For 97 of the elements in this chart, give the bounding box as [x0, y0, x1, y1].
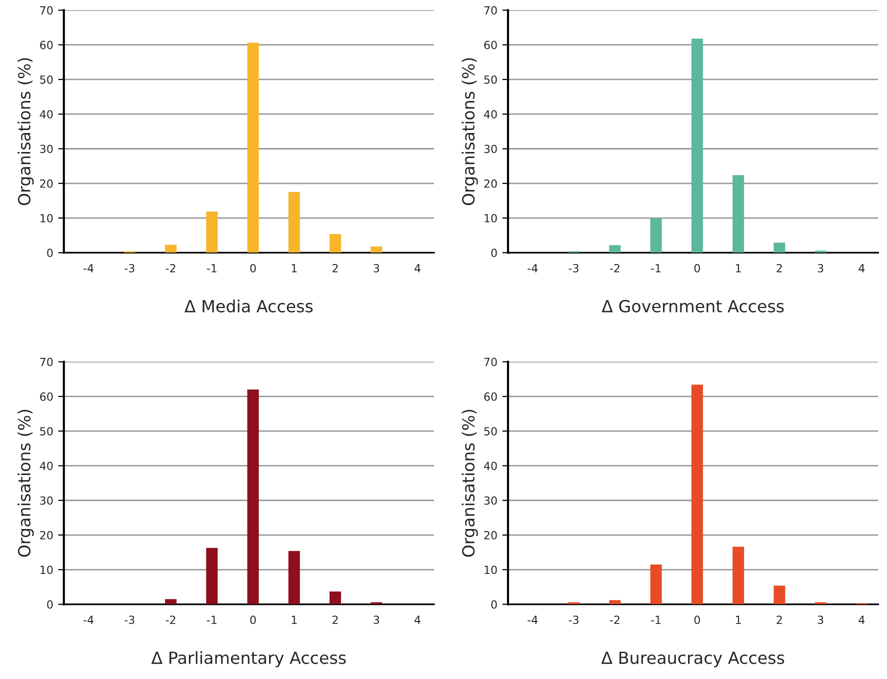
y-tick-label: 0 [491, 600, 497, 609]
y-tick-label: 10 [484, 214, 497, 222]
y-tick-label: 70 [484, 6, 497, 15]
x-tick-label: 3 [818, 264, 824, 272]
bar [609, 600, 621, 604]
y-tick-label: 60 [484, 392, 497, 401]
x-tick-label: 2 [332, 616, 338, 624]
y-tick-label: 40 [484, 462, 497, 470]
bar [650, 218, 662, 253]
x-tick-label: 0 [694, 616, 700, 624]
x-tick-label: 0 [250, 264, 256, 272]
bar [288, 192, 300, 253]
y-tick-label: 20 [484, 531, 497, 540]
y-tick-label: 10 [40, 566, 53, 574]
x-tick-label: 1 [736, 616, 741, 624]
x-axis-title: Δ Media Access [184, 300, 313, 312]
x-tick-label: -2 [166, 616, 176, 624]
y-axis-title: Organisations (%) [18, 410, 34, 557]
x-tick-label: 4 [414, 616, 420, 624]
bar [165, 599, 177, 604]
x-tick-label: -4 [84, 264, 94, 272]
x-tick-label: -3 [124, 616, 134, 624]
y-axis-title: Organisations (%) [462, 58, 478, 206]
y-tick-label: 60 [484, 40, 497, 50]
y-tick-label: 10 [40, 214, 53, 222]
x-tick-label: 3 [374, 264, 380, 272]
y-tick-label: 30 [484, 144, 497, 154]
x-tick-label: -3 [124, 264, 134, 272]
x-axis-title: Δ Bureaucracy Access [601, 652, 784, 668]
x-tick-label: -3 [568, 616, 578, 624]
x-tick-label: 3 [374, 616, 380, 624]
bar [650, 564, 662, 604]
y-tick-label: 0 [491, 248, 497, 258]
x-tick-label: -3 [568, 264, 578, 272]
bar [330, 591, 342, 604]
bar [774, 586, 786, 604]
x-tick-label: -2 [166, 264, 176, 272]
bar [732, 175, 744, 253]
y-tick-label: 20 [40, 531, 53, 540]
x-tick-label: -1 [651, 616, 661, 624]
bar [247, 390, 259, 604]
x-tick-label: -2 [610, 264, 620, 272]
x-tick-label: 4 [858, 264, 865, 272]
y-tick-label: 20 [40, 179, 53, 188]
x-tick-label: -1 [206, 264, 216, 272]
x-tick-label: 1 [292, 616, 297, 624]
bar [609, 245, 621, 253]
y-tick-label: 50 [40, 75, 53, 84]
bar [732, 546, 744, 604]
x-tick-label: -4 [528, 616, 538, 624]
y-tick-label: 0 [47, 248, 53, 258]
x-tick-label: 2 [776, 264, 782, 272]
x-tick-label: -1 [206, 616, 216, 624]
y-tick-label: 30 [484, 496, 497, 505]
bar [206, 548, 218, 604]
bar [691, 38, 703, 253]
y-tick-label: 60 [40, 392, 53, 401]
y-tick-label: 40 [40, 462, 53, 470]
bar [247, 42, 259, 253]
y-axis-title: Organisations (%) [18, 58, 34, 206]
y-tick-label: 50 [484, 75, 497, 84]
x-tick-label: 1 [292, 264, 297, 272]
y-tick-label: 40 [40, 110, 53, 118]
bar [288, 550, 300, 604]
x-tick-label: 4 [414, 264, 420, 272]
y-tick-label: 70 [40, 358, 53, 366]
y-axis-title: Organisations (%) [462, 410, 478, 557]
bar [370, 246, 382, 253]
y-tick-label: 50 [40, 427, 53, 436]
y-tick-label: 10 [484, 566, 497, 574]
x-tick-label: 0 [694, 264, 700, 272]
bar [774, 242, 786, 253]
y-tick-label: 50 [484, 427, 497, 436]
x-tick-label: 0 [250, 616, 256, 624]
bar [691, 384, 703, 604]
bar [330, 234, 342, 253]
x-tick-label: 3 [818, 616, 824, 624]
x-tick-label: 4 [858, 616, 865, 624]
x-tick-label: -4 [528, 264, 538, 272]
x-tick-label: 2 [332, 264, 338, 272]
y-tick-label: 40 [484, 110, 497, 118]
x-axis-title: Δ Government Access [602, 300, 784, 312]
x-axis-title: Δ Parliamentary Access [151, 651, 346, 668]
x-tick-label: 1 [736, 264, 741, 272]
x-tick-label: -1 [651, 264, 661, 272]
bar [206, 211, 218, 253]
y-tick-label: 70 [484, 358, 497, 366]
y-tick-label: 30 [40, 496, 53, 505]
y-tick-label: 30 [40, 144, 53, 154]
x-tick-label: 2 [776, 616, 782, 624]
y-tick-label: 0 [47, 600, 53, 609]
x-tick-label: -2 [610, 616, 620, 624]
y-tick-label: 60 [40, 40, 53, 50]
y-tick-label: 70 [40, 6, 53, 15]
bar [165, 244, 177, 253]
x-tick-label: -4 [84, 616, 94, 624]
y-tick-label: 20 [484, 179, 497, 188]
